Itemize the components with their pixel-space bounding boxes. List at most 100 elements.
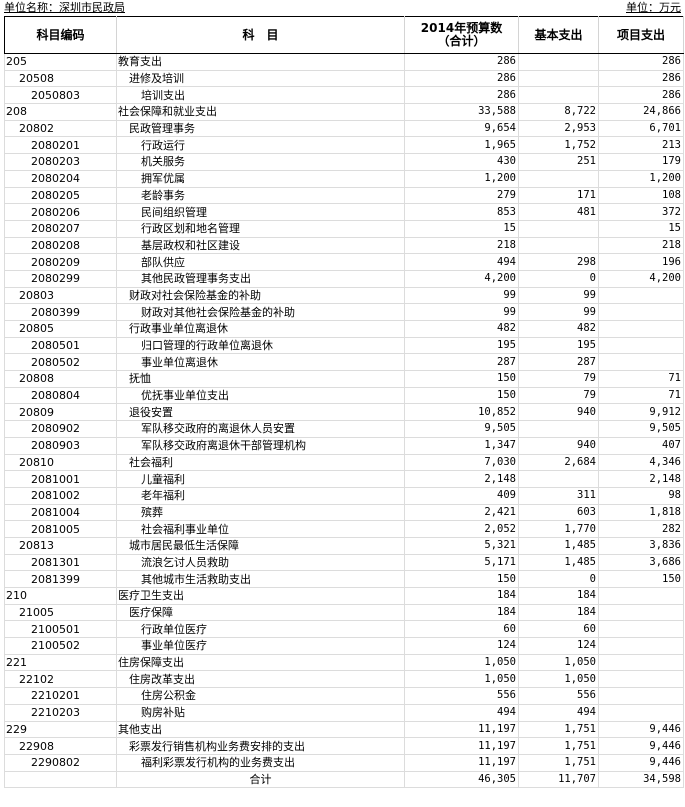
table-row: 2290802 福利彩票发行机构的业务费支出 11,197 1,751 9,446 xyxy=(4,753,684,772)
basic-cell: 1,751 xyxy=(518,720,599,739)
basic-cell: 0 xyxy=(518,570,599,588)
project-cell: 3,836 xyxy=(598,536,684,555)
table-row: 21005 医疗保障 184 184 xyxy=(4,603,684,622)
basic-cell: 1,770 xyxy=(518,520,599,538)
project-cell xyxy=(598,670,684,689)
table-row: 2050803 培训支出 286 286 xyxy=(4,86,684,105)
subject-cell: 财政对其他社会保险基金的补助 xyxy=(116,303,405,321)
code-cell: 2290802 xyxy=(4,753,117,772)
project-cell: 286 xyxy=(598,86,684,105)
table-row: 2080501 归口管理的行政单位离退休 195 195 xyxy=(4,336,684,355)
table-row: 2080201 行政运行 1,965 1,752 213 xyxy=(4,136,684,155)
code-cell: 2080501 xyxy=(4,336,117,355)
table-row: 2080299 其他民政管理事务支出 4,200 0 4,200 xyxy=(4,269,684,288)
subject-cell: 退役安置 xyxy=(116,403,405,422)
project-cell: 4,346 xyxy=(598,453,684,472)
report-header: 单位名称：深圳市民政局 单位：万元 xyxy=(4,0,681,16)
basic-cell: 1,751 xyxy=(518,737,599,755)
basic-cell xyxy=(518,169,599,188)
table-row: 20803 财政对社会保险基金的补助 99 99 xyxy=(4,286,684,305)
subject-cell: 行政单位医疗 xyxy=(116,620,405,639)
basic-cell xyxy=(518,86,599,105)
table-row: 2080209 部队供应 494 298 196 xyxy=(4,253,684,271)
code-cell: 2080205 xyxy=(4,186,117,205)
table-row: 2210203 购房补贴 494 494 xyxy=(4,703,684,722)
code-cell: 2080204 xyxy=(4,169,117,188)
basic-cell: 481 xyxy=(518,203,599,221)
total-cell: 1,050 xyxy=(404,653,519,672)
code-cell: 2210201 xyxy=(4,687,117,705)
total-cell: 2,052 xyxy=(404,520,519,538)
basic-cell: 184 xyxy=(518,587,599,605)
table-row: 2081301 流浪乞讨人员救助 5,171 1,485 3,686 xyxy=(4,553,684,572)
total-cell: 184 xyxy=(404,587,519,605)
total-cell: 9,654 xyxy=(404,119,519,138)
project-cell: 213 xyxy=(598,136,684,155)
table-row: 2100502 事业单位医疗 124 124 xyxy=(4,637,684,655)
code-cell: 2080902 xyxy=(4,420,117,438)
table-row: 2080204 拥军优属 1,200 1,200 xyxy=(4,169,684,188)
table-header-row: 科目编码 科 目 2014年预算数 （合计） 基本支出 项目支出 xyxy=(4,16,684,54)
subject-cell: 优抚事业单位支出 xyxy=(116,386,405,405)
total-cell: 150 xyxy=(404,386,519,405)
project-cell xyxy=(598,353,684,372)
basic-cell: 482 xyxy=(518,320,599,338)
basic-cell: 1,752 xyxy=(518,136,599,155)
total-cell: 853 xyxy=(404,203,519,221)
subject-cell: 部队供应 xyxy=(116,253,405,271)
total-cell: 11,197 xyxy=(404,720,519,739)
table-row: 2080502 事业单位离退休 287 287 xyxy=(4,353,684,372)
subject-cell: 机关服务 xyxy=(116,153,405,171)
table-row: 2080902 军队移交政府的离退休人员安置 9,505 9,505 xyxy=(4,420,684,438)
code-cell: 2080804 xyxy=(4,386,117,405)
subject-cell: 医疗保障 xyxy=(116,603,405,622)
header-subject: 科 目 xyxy=(116,16,405,54)
total-cell: 286 xyxy=(404,86,519,105)
code-cell: 2100501 xyxy=(4,620,117,639)
total-cell: 124 xyxy=(404,637,519,655)
project-cell: 407 xyxy=(598,436,684,455)
code-cell: 2080203 xyxy=(4,153,117,171)
table-row: 2080804 优抚事业单位支出 150 79 71 xyxy=(4,386,684,405)
table-row: 20809 退役安置 10,852 940 9,912 xyxy=(4,403,684,422)
code-cell: 2081002 xyxy=(4,486,117,505)
table-row: 2081002 老年福利 409 311 98 xyxy=(4,486,684,505)
table-row: 20810 社会福利 7,030 2,684 4,346 xyxy=(4,453,684,472)
code-cell: 2080903 xyxy=(4,436,117,455)
code-cell: 2080201 xyxy=(4,136,117,155)
total-cell: 286 xyxy=(404,69,519,88)
subject-cell: 其他支出 xyxy=(116,720,405,739)
header-basic: 基本支出 xyxy=(518,16,599,54)
project-cell: 98 xyxy=(598,486,684,505)
code-cell: 2081001 xyxy=(4,470,117,488)
basic-cell xyxy=(518,420,599,438)
total-cell: 184 xyxy=(404,603,519,622)
subject-cell: 社会福利事业单位 xyxy=(116,520,405,538)
code-cell: 205 xyxy=(4,53,117,71)
code-cell: 20809 xyxy=(4,403,117,422)
project-cell: 3,686 xyxy=(598,553,684,572)
code-cell: 2080209 xyxy=(4,253,117,271)
project-cell: 196 xyxy=(598,253,684,271)
subject-cell: 老年福利 xyxy=(116,486,405,505)
total-cell: 150 xyxy=(404,570,519,588)
total-cell: 33,588 xyxy=(404,103,519,121)
table-row: 2100501 行政单位医疗 60 60 xyxy=(4,620,684,639)
table-body: 205 教育支出 286 286 20508 进修及培训 286 286 2050803 培训支出… xyxy=(4,53,684,789)
basic-cell xyxy=(518,69,599,88)
code-cell: 20802 xyxy=(4,119,117,138)
project-cell: 2,148 xyxy=(598,470,684,488)
subject-cell: 彩票发行销售机构业务费安排的支出 xyxy=(116,737,405,755)
code-cell: 2081301 xyxy=(4,553,117,572)
total-cell: 99 xyxy=(404,286,519,305)
basic-cell: 1,050 xyxy=(518,670,599,689)
code-cell: 2080502 xyxy=(4,353,117,372)
subject-cell: 住房公积金 xyxy=(116,687,405,705)
total-cell: 2,421 xyxy=(404,503,519,522)
code-cell: 2080299 xyxy=(4,269,117,288)
table-row: 22102 住房改革支出 1,050 1,050 xyxy=(4,670,684,689)
subject-cell: 民政管理事务 xyxy=(116,119,405,138)
subject-cell: 民间组织管理 xyxy=(116,203,405,221)
project-cell: 9,505 xyxy=(598,420,684,438)
code-cell: 21005 xyxy=(4,603,117,622)
